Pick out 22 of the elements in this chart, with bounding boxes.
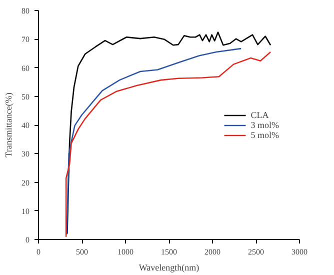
y-tick-label: 20	[22, 178, 30, 188]
y-tick-label: 50	[22, 92, 30, 102]
y-tick-label: 0	[26, 236, 30, 244]
y-tick-label: 80	[22, 6, 30, 16]
line-series	[66, 48, 242, 235]
x-axis-title: Wavelength(nm)	[138, 262, 200, 272]
x-tick-label: 2000	[204, 248, 220, 256]
x-tick-label: 1000	[118, 248, 134, 256]
y-tick-label: 70	[22, 35, 30, 44]
legend-label: 5 mol%	[250, 130, 279, 140]
y-axis-title: Transmittance(%)	[4, 92, 14, 158]
legend-label: 3 mol%	[250, 120, 279, 130]
x-tick-label: 0	[36, 248, 40, 256]
y-tick-label: 40	[22, 121, 30, 130]
y-tick-label: 10	[22, 206, 30, 216]
y-tick-label: 60	[22, 64, 30, 73]
x-tick-label: 500	[76, 248, 88, 256]
x-tick-label: 2500	[248, 248, 264, 256]
x-tick-label: 3000	[292, 248, 308, 256]
y-tick-label: 30	[22, 150, 30, 159]
legend-label: CLA	[250, 110, 270, 120]
x-tick-label: 1500	[161, 248, 177, 256]
